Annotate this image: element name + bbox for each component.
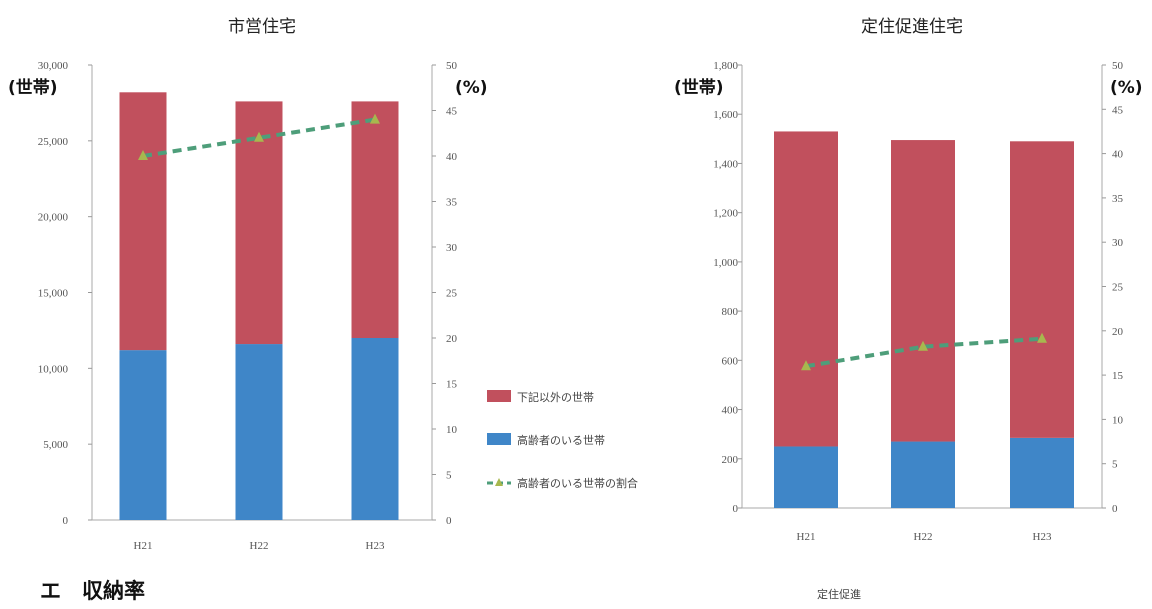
- bar-other-households: [774, 131, 838, 447]
- y2-tick-label: 5: [1112, 459, 1118, 471]
- y2-axis-unit: (%): [1110, 78, 1143, 98]
- point-elderly-ratio: [918, 340, 928, 351]
- y2-tick-label: 5: [446, 470, 452, 482]
- y2-tick-label: 0: [1112, 503, 1118, 515]
- y-tick-label: 600: [722, 355, 739, 367]
- y-tick-label: 800: [722, 306, 739, 318]
- section-heading: エ 収納率: [40, 579, 145, 603]
- x-tick-label: H23: [1033, 531, 1052, 543]
- bar-elderly-households: [1010, 437, 1074, 508]
- bar-other-households: [235, 101, 283, 345]
- line-elderly-ratio: [805, 336, 1043, 369]
- y2-tick-label: 15: [446, 379, 458, 391]
- y-tick-label: 20,000: [38, 212, 69, 224]
- y2-tick-label: 30: [446, 242, 458, 254]
- bar-other-households: [891, 140, 955, 442]
- bar-elderly-households: [774, 446, 838, 508]
- chart-title: 定住促進住宅: [861, 17, 963, 37]
- x-tick-label: H22: [250, 540, 269, 552]
- bar-other-households: [1010, 141, 1074, 438]
- y-tick-label: 1,200: [713, 208, 738, 220]
- legend-marker: [495, 478, 503, 486]
- y-tick-label: 10,000: [38, 363, 69, 375]
- legend-swatch: [487, 390, 511, 402]
- y-axis-unit: (世帯): [674, 77, 724, 98]
- y2-tick-label: 40: [1112, 149, 1124, 161]
- y2-tick-label: 25: [1112, 282, 1124, 294]
- chart-title: 市営住宅: [228, 17, 296, 37]
- y2-tick-label: 35: [1112, 193, 1124, 205]
- y2-tick-label: 40: [446, 151, 458, 163]
- y2-tick-label: 20: [446, 333, 458, 345]
- y-tick-label: 25,000: [38, 136, 69, 148]
- y2-tick-label: 20: [1112, 326, 1124, 338]
- point-elderly-ratio: [370, 113, 380, 124]
- legend-label: 下記以外の世帯: [517, 390, 594, 404]
- x-tick-label: H21: [797, 531, 816, 543]
- y-tick-label: 1,800: [713, 60, 738, 72]
- bar-other-households: [351, 101, 399, 339]
- x-tick-label: H21: [134, 540, 153, 552]
- y2-tick-label: 50: [446, 60, 458, 72]
- line-elderly-ratio: [142, 117, 376, 158]
- y2-tick-label: 45: [446, 106, 458, 118]
- y2-tick-label: 30: [1112, 237, 1124, 249]
- bar-elderly-households: [119, 350, 167, 520]
- y2-tick-label: 50: [1112, 60, 1124, 72]
- y2-axis-unit: (%): [455, 78, 488, 98]
- y2-tick-label: 10: [1112, 414, 1124, 426]
- x-tick-label: H23: [366, 540, 385, 552]
- y-tick-label: 30,000: [38, 60, 69, 72]
- point-elderly-ratio: [1037, 332, 1047, 343]
- x-tick-label: H22: [914, 531, 933, 543]
- point-elderly-ratio: [138, 150, 148, 160]
- y2-tick-label: 0: [446, 515, 452, 527]
- y-tick-label: 0: [63, 515, 69, 527]
- legend-swatch: [487, 433, 511, 445]
- legend-label: 高齢者のいる世帯の割合: [517, 476, 638, 490]
- y2-tick-label: 10: [446, 424, 458, 436]
- point-elderly-ratio: [254, 131, 264, 142]
- y-tick-label: 15,000: [38, 288, 69, 300]
- bar-other-households: [119, 92, 167, 351]
- y2-tick-label: 25: [446, 288, 458, 300]
- y2-tick-label: 45: [1112, 104, 1124, 116]
- bar-elderly-households: [891, 441, 955, 508]
- y2-tick-label: 15: [1112, 370, 1124, 382]
- y-tick-label: 1,600: [713, 109, 738, 121]
- bar-elderly-households: [351, 338, 399, 520]
- y-tick-label: 0: [733, 503, 739, 515]
- footer-text: 定住促進: [817, 587, 861, 601]
- y-axis-unit: (世帯): [8, 77, 58, 98]
- legend-label: 高齢者のいる世帯: [517, 433, 605, 447]
- y-tick-label: 1,400: [713, 158, 738, 170]
- y-tick-label: 400: [722, 405, 739, 417]
- y-tick-label: 200: [722, 454, 739, 466]
- y-tick-label: 5,000: [43, 439, 68, 451]
- bar-elderly-households: [235, 344, 283, 520]
- y-tick-label: 1,000: [713, 257, 738, 269]
- point-elderly-ratio: [801, 360, 811, 371]
- y2-tick-label: 35: [446, 197, 458, 209]
